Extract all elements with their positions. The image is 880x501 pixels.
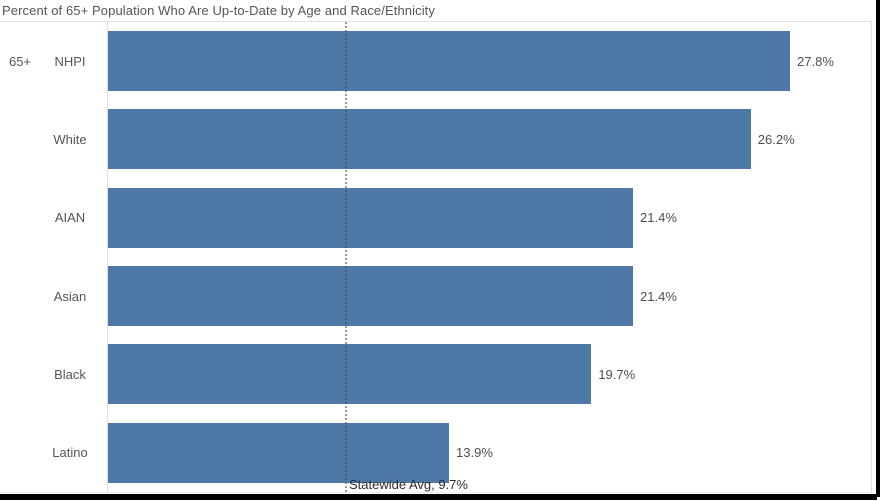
category-label: Black (54, 366, 86, 382)
bar[interactable] (108, 187, 634, 248)
category-label: White (53, 131, 87, 147)
reference-line-label: Statewide Avg, 9.7% (348, 477, 468, 492)
reference-line (344, 22, 347, 492)
category-label: Asian (53, 288, 87, 304)
window-edge-right (876, 0, 880, 497)
plot-area: 65+ NHPI 27.8% White 26.2% AIAN 21.4% (0, 21, 872, 493)
age-group-label (0, 179, 40, 257)
chart-title: Percent of 65+ Population Who Are Up-to-… (2, 3, 435, 18)
age-group-label (0, 100, 40, 178)
bar[interactable] (108, 422, 450, 483)
bar-value-label: 13.9% (456, 445, 493, 461)
category-axis-line (107, 22, 108, 492)
bar-row: Asian 21.4% (0, 257, 871, 335)
bar-rows: 65+ NHPI 27.8% White 26.2% AIAN 21.4% (0, 22, 871, 492)
bar-row: 65+ NHPI 27.8% (0, 22, 871, 100)
bar-value-label: 21.4% (640, 288, 677, 304)
category-label: Latino (52, 445, 88, 461)
bar-value-label: 26.2% (757, 131, 795, 147)
bar[interactable] (108, 109, 751, 170)
bar[interactable] (108, 31, 791, 92)
bar-value-label: 27.8% (797, 53, 834, 69)
bar-row: AIAN 21.4% (0, 179, 871, 257)
bar-track: 26.2% (108, 100, 871, 178)
bar-track: 13.9% (108, 414, 871, 492)
bar-value-label: 21.4% (640, 210, 677, 226)
bar-value-label: 19.7% (598, 366, 636, 382)
bar-track: 19.7% (108, 335, 871, 413)
bar-row: Latino 13.9% (0, 414, 871, 492)
age-group-label (0, 257, 40, 335)
age-group-label (0, 414, 40, 492)
bar-track: 21.4% (108, 179, 871, 257)
bar-row: White 26.2% (0, 100, 871, 178)
category-label: AIAN (54, 210, 86, 226)
bar[interactable] (108, 266, 634, 327)
window-edge-bottom (0, 494, 877, 500)
age-group-label: 65+ (8, 53, 32, 69)
age-group-label (0, 335, 40, 413)
bar[interactable] (108, 344, 592, 405)
category-label: NHPI (54, 53, 86, 69)
bar-row: Black 19.7% (0, 335, 871, 413)
bar-track: 21.4% (108, 257, 871, 335)
bar-track: 27.8% (108, 22, 871, 100)
